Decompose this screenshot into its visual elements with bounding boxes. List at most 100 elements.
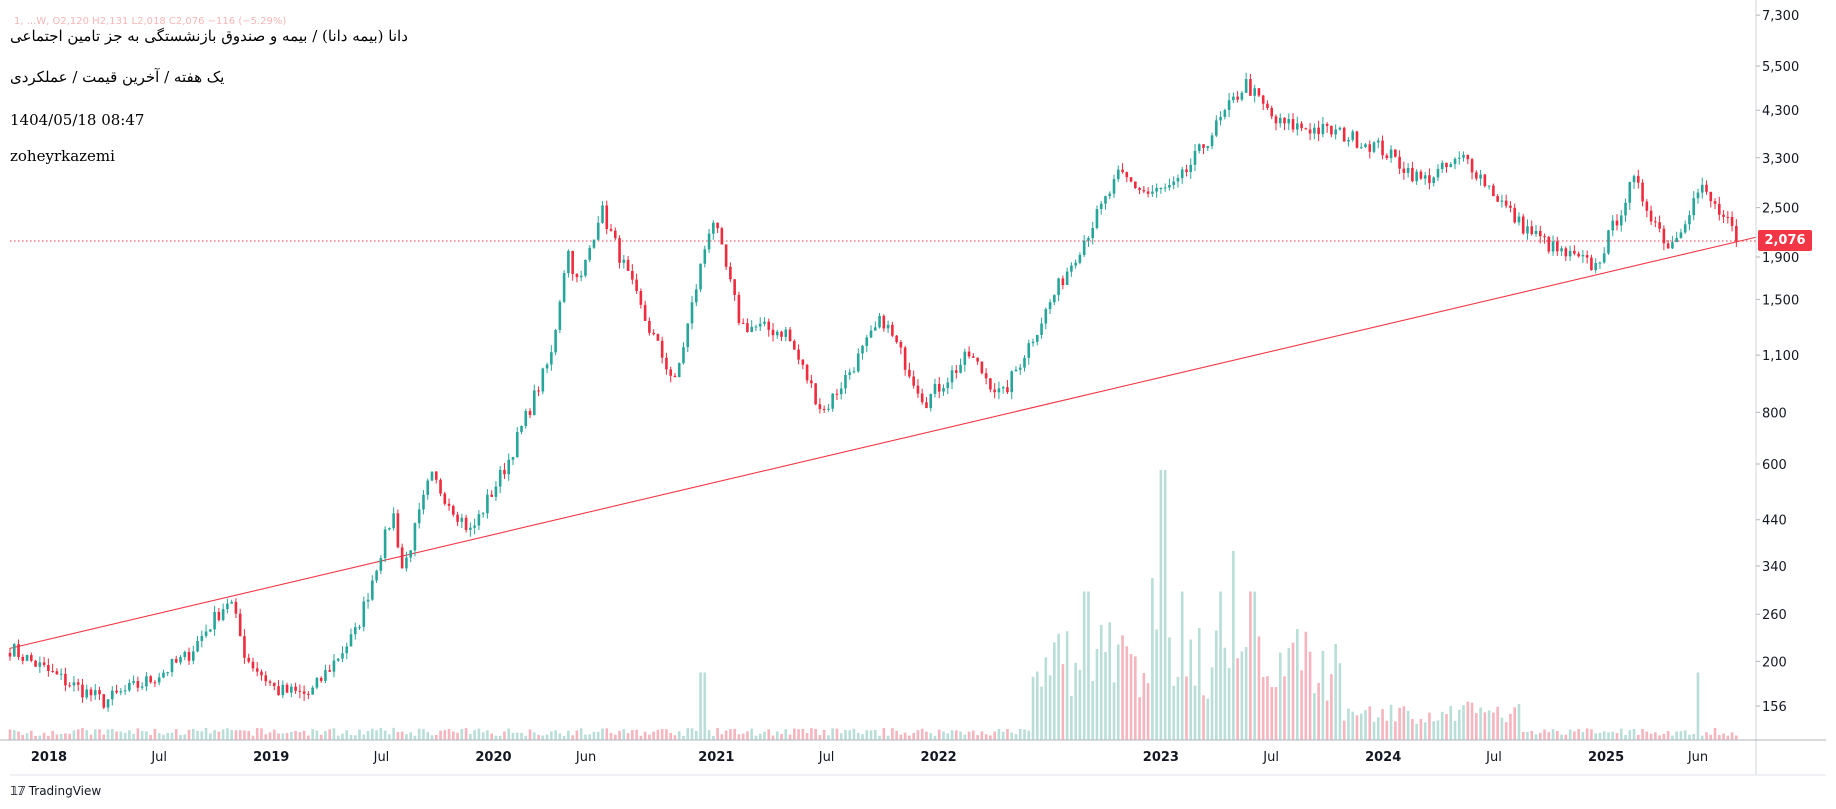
tradingview-brand[interactable]: 𝟙𝟟 TradingView [10,784,101,798]
volume-bar [1717,735,1721,740]
candle-body [166,672,170,674]
candle-body [111,690,114,700]
candle-body [383,529,387,559]
volume-bar [920,728,924,740]
candle-body [844,375,847,389]
volume-bar [1615,732,1619,740]
brand-name: TradingView [28,784,102,798]
volume-bar [818,735,822,740]
candle-body [1543,236,1546,238]
volume-bar [1504,722,1508,740]
candle-body [1338,127,1342,130]
candle-body [959,364,962,373]
candle-body [660,340,664,358]
volume-bar [1445,714,1448,740]
volume-bar [221,729,225,740]
candle-body [426,480,430,495]
candle-body [464,517,468,530]
candle-body [528,410,532,416]
volume-bar [1006,729,1009,740]
candle-body [933,383,937,394]
volume-bar [358,729,361,740]
candle-body [1027,343,1031,358]
volume-bar [942,731,945,740]
candle-body [1607,230,1610,254]
candle-body [1581,255,1585,257]
volume-bar [1193,685,1197,740]
volume-bar [302,730,306,740]
volume-bar [106,729,110,740]
volume-bar [758,733,762,740]
volume-bar [869,730,873,740]
candle-body [609,228,613,231]
candle-body [400,547,404,569]
volume-bar [1470,702,1474,740]
volume-bar [1713,728,1717,740]
volume-bar [1521,731,1525,740]
candle-body [1517,216,1521,223]
candle-body [187,651,191,661]
time-axis[interactable]: 2018 Jul 2019 Jul 2020 Jun 2021 Jul 2022 2023 Jul 2… [31,750,1708,765]
volume-bar [200,731,204,740]
trendline[interactable] [9,236,1757,649]
candle-body [984,373,988,379]
volume-bar [601,728,604,740]
candle-body [1091,227,1094,239]
volume-bar [392,727,395,740]
volume-bar [925,731,928,740]
candle-body [1496,196,1499,202]
candle-body [21,656,25,661]
volume-bar [1641,728,1644,740]
volume-bar [1492,712,1495,740]
volume-bar [371,728,374,740]
candle-body [703,249,707,264]
volume-bar [366,730,370,740]
candle-body [200,635,204,641]
candle-body [1206,146,1210,148]
time-tick-label: 2025 [1588,750,1624,765]
volume-bar [1189,639,1193,740]
volume-bar [1240,651,1244,740]
candle-body [648,320,651,333]
volume-bar [635,729,638,740]
volume-bar [972,730,975,740]
volume-bar [1027,730,1031,740]
volume-bar [1654,732,1657,740]
candle-body [1415,171,1418,182]
candle-body [179,657,182,663]
candle-body [1551,241,1555,252]
volume-bar [767,729,771,740]
volume-bar [1091,680,1094,740]
candle-body [413,523,417,551]
candle-body [422,494,425,510]
price-tick-label: 156 [1762,700,1787,715]
candle-body [720,228,724,245]
volume-bar [76,729,80,740]
volume-bar [937,729,941,740]
candle-body [1726,216,1730,218]
volume-bar [132,733,135,740]
volume-bar [336,735,340,740]
candle-body [217,611,221,620]
candle-body [209,629,212,632]
volume-bar [396,732,400,740]
volume-bar [1730,732,1734,740]
candle-body [1487,185,1491,187]
candle-body [1602,253,1606,263]
volume-bar [1436,720,1440,740]
volume-bar [899,734,903,740]
volume-bar [1389,704,1393,740]
volume-bar [1053,642,1056,740]
candle-body [1359,147,1363,149]
candle-body [537,390,540,392]
candle-body [929,393,933,409]
candle-body [818,404,822,410]
candle-body [976,357,979,362]
volume-bar [912,732,915,740]
candle-body [102,694,106,708]
candle-body [814,383,817,405]
price-axis[interactable]: 156 200 260 340 440 600 800 1,100 1,500 1,900 2,50… [1756,9,1799,715]
volume-bar [780,733,783,740]
volume-bar [520,732,523,740]
